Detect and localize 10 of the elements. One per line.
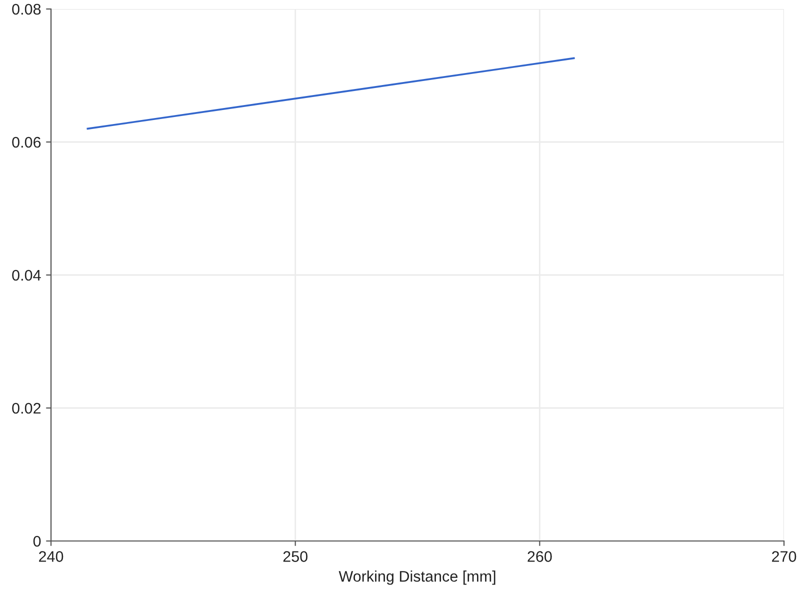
x-tick-label: 250 xyxy=(283,551,308,562)
x-tick-label: 240 xyxy=(39,551,64,562)
y-tick-label: 0.06 xyxy=(12,136,41,148)
x-axis-title: Working Distance [mm] xyxy=(338,570,496,585)
y-tick-label: 0 xyxy=(33,536,41,547)
y-tick-label: 0.02 xyxy=(12,402,41,414)
y-tick-label: 0.08 xyxy=(12,4,41,15)
y-tick-label: 0.04 xyxy=(12,270,41,281)
x-tick-label: 260 xyxy=(528,551,552,562)
x-tick-label: 270 xyxy=(772,551,796,562)
